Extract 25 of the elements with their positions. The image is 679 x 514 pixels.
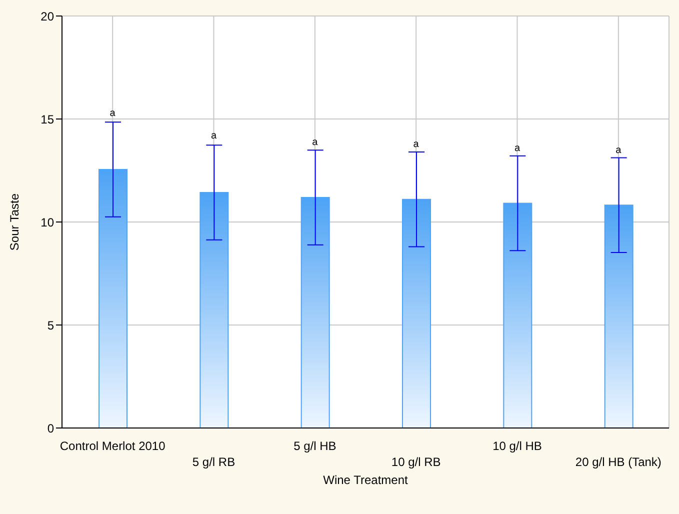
x-tick-label: 5 g/l RB — [192, 455, 236, 469]
x-tick-label: Control Merlot 2010 — [60, 439, 166, 453]
x-tick-label: 20 g/l HB (Tank) — [575, 455, 662, 469]
x-tick-label: 10 g/l HB — [492, 439, 542, 453]
y-tick-label: 0 — [47, 421, 54, 436]
x-tick-label: 10 g/l RB — [391, 455, 441, 469]
y-tick-label: 20 — [40, 9, 54, 24]
y-tick-label: 10 — [40, 215, 54, 230]
bar — [604, 204, 634, 428]
y-tick-label: 15 — [40, 112, 54, 126]
y-axis-title: Sour Taste — [7, 193, 22, 251]
bar — [98, 168, 128, 428]
annotation: a — [616, 145, 622, 156]
y-tick-label: 5 — [47, 318, 54, 332]
annotation: a — [413, 138, 420, 150]
annotation: a — [514, 143, 520, 154]
bar — [300, 196, 330, 428]
annotation: a — [210, 130, 217, 142]
bar — [200, 192, 229, 428]
x-tick-label: 5 g/l HB — [294, 439, 336, 453]
annotation: a — [110, 108, 116, 120]
x-axis-title: Wine Treatment — [323, 473, 409, 487]
bar — [503, 202, 532, 428]
bar — [402, 198, 431, 428]
annotation: a — [312, 136, 318, 148]
